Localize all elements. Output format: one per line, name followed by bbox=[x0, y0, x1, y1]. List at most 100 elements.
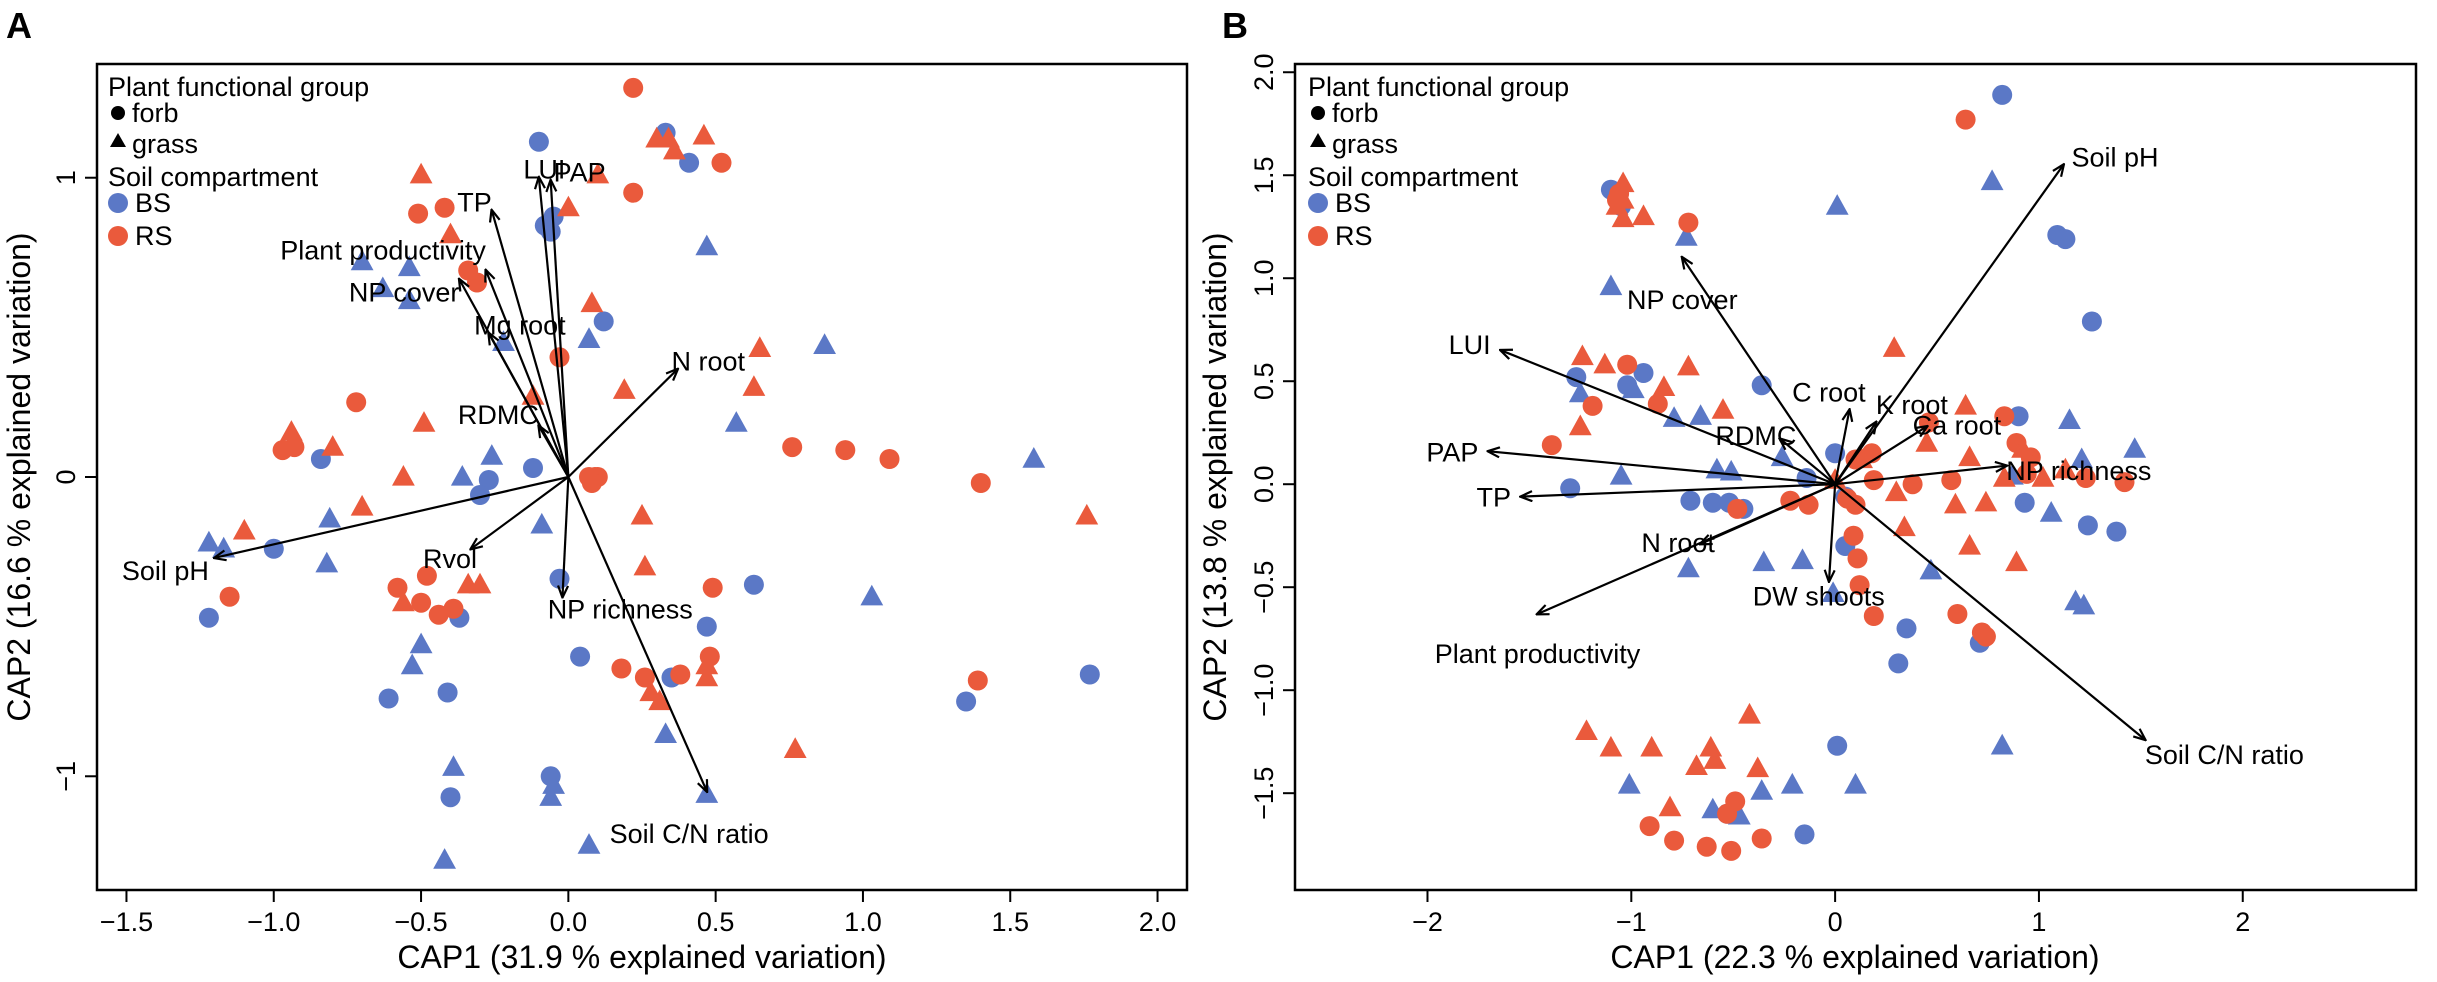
bs-circle-point bbox=[1992, 84, 2013, 105]
x-tick-label: 1.0 bbox=[844, 907, 882, 937]
vector-label-c-root: C root bbox=[1792, 378, 1866, 408]
rs-triangle-point bbox=[1699, 735, 1723, 757]
bs-circle-point bbox=[2055, 229, 2076, 250]
rs-triangle-point bbox=[1685, 754, 1708, 775]
rs-triangle-point bbox=[439, 222, 462, 244]
x-tick-label: 0 bbox=[1828, 907, 1843, 937]
vector-arrow-soil-c-n-ratio bbox=[1834, 483, 2145, 739]
legend-rs-label: RS bbox=[1335, 221, 1373, 251]
x-tick-label: 0.5 bbox=[697, 907, 735, 937]
vector-label-dw-shoots: DW shoots bbox=[1753, 581, 1885, 611]
vector-label-k-root: K root bbox=[1876, 390, 1949, 420]
bs-triangle-point bbox=[1674, 225, 1698, 246]
rs-circle-point bbox=[1902, 474, 1923, 495]
bs-triangle-point bbox=[542, 773, 565, 794]
rs-triangle-point bbox=[586, 162, 610, 184]
y-axis-ticks: −1.5 −1.0 −0.5 0.0 0.5 1.0 1.5 2.0 bbox=[1249, 53, 1295, 820]
legend-color-title: Soil compartment bbox=[108, 162, 319, 192]
y-tick-label: −1.5 bbox=[1249, 767, 1279, 820]
bs-circle-point bbox=[1702, 492, 1723, 513]
rs-triangle-point bbox=[1974, 490, 1998, 512]
vector-arrow-plant-productivity bbox=[486, 271, 570, 478]
x-tick-label: 2.0 bbox=[1139, 907, 1177, 937]
rs-circle-point bbox=[272, 440, 293, 461]
vector-arrow-rdmc bbox=[539, 426, 570, 478]
rs-triangle-point bbox=[1958, 445, 1981, 467]
x-tick-label: −1.0 bbox=[247, 907, 300, 937]
bs-circle-point bbox=[478, 470, 499, 490]
bs-triangle-point bbox=[1621, 377, 1645, 399]
bs-circle-point bbox=[1888, 653, 1909, 674]
bs-circle-point bbox=[1751, 375, 1772, 396]
rs-triangle-point bbox=[692, 123, 716, 145]
rs-circle-point bbox=[879, 449, 900, 469]
legend-shape-title: Plant functional group bbox=[1308, 72, 1569, 102]
rs-circle-point bbox=[1582, 395, 1603, 416]
bs-triangle-point bbox=[2039, 501, 2063, 522]
bs-circle-point bbox=[1680, 490, 1701, 511]
scatter-points bbox=[1541, 84, 2147, 861]
y-tick-label: 1.0 bbox=[1249, 259, 1279, 297]
bs-triangle-point bbox=[695, 234, 719, 256]
rs-triangle-point bbox=[1658, 795, 1682, 817]
legend-shape-title: Plant functional group bbox=[108, 72, 369, 102]
rs-triangle-point bbox=[1992, 466, 2016, 487]
rs-circle-point bbox=[408, 203, 429, 224]
bs-triangle-point bbox=[1689, 404, 1712, 425]
y-axis-label: CAP2 (13.8 % explained variation) bbox=[1197, 232, 1233, 721]
legend-forb-label: forb bbox=[1332, 98, 1379, 128]
vector-arrow-lui bbox=[539, 178, 570, 478]
bs-triangle-point bbox=[197, 530, 221, 552]
scatter-points bbox=[197, 77, 1100, 869]
bs-circle-point bbox=[2106, 521, 2127, 542]
legend-rs-marker bbox=[108, 226, 128, 246]
rs-triangle-point bbox=[1958, 534, 1981, 555]
bs-circle-point bbox=[549, 568, 570, 589]
bs-triangle-point bbox=[1609, 464, 1633, 485]
rs-triangle-point bbox=[1954, 393, 1977, 415]
rs-triangle-point bbox=[1075, 503, 1099, 525]
rs-circle-point bbox=[1798, 494, 1819, 515]
legend-grass-label: grass bbox=[132, 129, 198, 159]
rs-triangle-point bbox=[468, 572, 492, 594]
rs-triangle-point bbox=[648, 689, 672, 711]
rs-circle-point bbox=[1975, 626, 1996, 647]
rs-circle-point bbox=[1849, 575, 1870, 596]
bs-circle-point bbox=[2008, 406, 2029, 427]
x-axis-ticks: −2 −1 0 1 2 bbox=[1412, 890, 2250, 937]
vector-arrow-rvol bbox=[471, 476, 570, 549]
rs-circle-point bbox=[970, 473, 991, 493]
rs-circle-point bbox=[1727, 498, 1748, 519]
bs-triangle-point bbox=[350, 249, 374, 271]
legend-forb-marker bbox=[111, 106, 125, 120]
vector-label-np-cover: NP cover bbox=[1627, 285, 1738, 315]
rs-circle-point bbox=[581, 473, 602, 493]
bs-triangle-point bbox=[2058, 408, 2081, 429]
rs-circle-point bbox=[1994, 406, 2015, 427]
bs-triangle-point bbox=[450, 465, 474, 486]
bs-circle-point bbox=[1079, 664, 1100, 685]
rs-triangle-point bbox=[1611, 206, 1635, 228]
rs-circle-point bbox=[702, 577, 723, 598]
rs-triangle-point bbox=[1611, 188, 1635, 209]
rs-triangle-point bbox=[557, 195, 580, 217]
bs-circle-point bbox=[1827, 735, 1848, 756]
vector-label-rvol: Rvol bbox=[423, 544, 477, 574]
bs-triangle-point bbox=[371, 276, 395, 298]
vector-label-tp: TP bbox=[1476, 483, 1511, 513]
rs-circle-point bbox=[1617, 354, 1638, 375]
legend: Plant functional group forb grass Soil c… bbox=[108, 72, 369, 251]
y-tick-label: −0.5 bbox=[1249, 561, 1279, 614]
rs-circle-point bbox=[428, 604, 449, 625]
rs-triangle-point bbox=[663, 138, 686, 160]
y-axis-label: CAP2 (16.6 % explained variation) bbox=[1, 232, 37, 721]
legend-bs-label: BS bbox=[1335, 188, 1371, 218]
bs-triangle-point bbox=[1791, 548, 1814, 570]
rs-circle-point bbox=[1955, 109, 1976, 130]
bs-triangle-point bbox=[2123, 437, 2147, 458]
vector-label-n-root: N root bbox=[672, 346, 746, 376]
rs-triangle-point bbox=[392, 590, 415, 612]
rs-circle-point bbox=[467, 272, 487, 293]
